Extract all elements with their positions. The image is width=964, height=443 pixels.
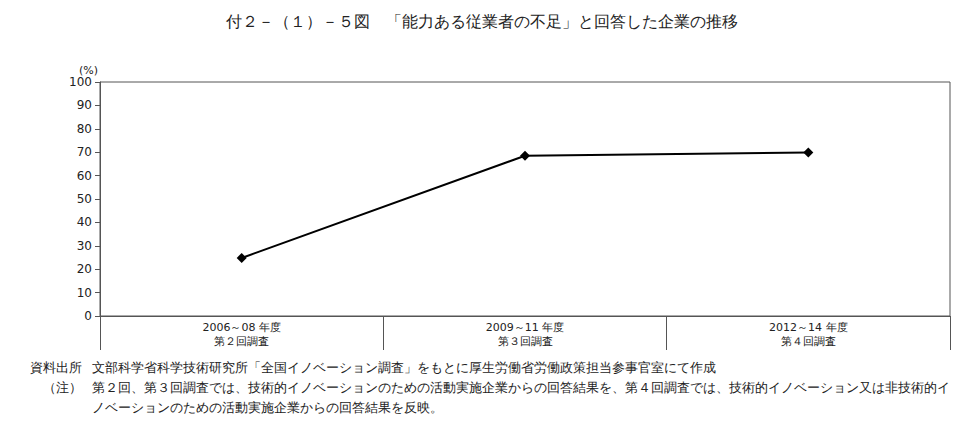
svg-text:80: 80: [77, 122, 92, 136]
svg-text:2009～11 年度: 2009～11 年度: [486, 321, 565, 334]
html-text:（注）: （注）: [43, 380, 82, 395]
svg-text:20: 20: [77, 262, 92, 276]
svg-text:10: 10: [77, 286, 92, 300]
html-text:資料出所: 資料出所: [30, 360, 82, 375]
svg-text:第３回調査: 第３回調査: [498, 335, 553, 348]
svg-text:付２－（１）－５図 「能力ある従業者の不足」と回答した企業の: 付２－（１）－５図 「能力ある従業者の不足」と回答した企業の推移: [225, 12, 738, 31]
svg-text:70: 70: [77, 145, 92, 159]
svg-text:第２回調査: 第２回調査: [214, 335, 269, 348]
svg-text:40: 40: [77, 215, 92, 229]
html-text:文部科学省科学技術研究所「全国イノベーション調査」をもとに厚: 文部科学省科学技術研究所「全国イノベーション調査」をもとに厚生労働省労働政策担当…: [92, 360, 716, 375]
svg-text:2006～08 年度: 2006～08 年度: [202, 321, 280, 334]
svg-text:第４回調査: 第４回調査: [781, 335, 836, 348]
html-text:第２回、第３回調査では、技術的イノベーションのための活動実施: 第２回、第３回調査では、技術的イノベーションのための活動実施企業からの回答結果を…: [92, 380, 950, 415]
svg-text:90: 90: [77, 98, 92, 112]
svg-text:2012～14 年度: 2012～14 年度: [769, 321, 848, 334]
svg-text:0: 0: [84, 309, 92, 323]
svg-text:100: 100: [69, 75, 92, 89]
svg-text:30: 30: [77, 239, 92, 253]
svg-text:50: 50: [77, 192, 92, 206]
svg-text:60: 60: [77, 169, 92, 183]
